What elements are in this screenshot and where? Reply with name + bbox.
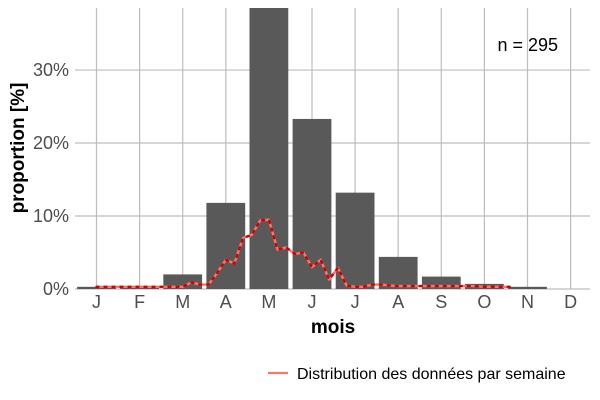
bar [292, 118, 332, 289]
y-tick-label: 10% [33, 206, 69, 226]
bar [335, 192, 375, 289]
x-tick-label: M [175, 292, 190, 312]
x-tick-label: J [92, 292, 101, 312]
bar [249, 8, 289, 289]
x-tick-label: A [220, 292, 232, 312]
y-axis: 0% 10% 20% 30% [33, 60, 69, 299]
weekly-line-series [95, 218, 512, 288]
x-tick-label: N [521, 292, 534, 312]
x-tick-label: J [308, 292, 317, 312]
x-tick-label: F [134, 292, 145, 312]
weekly-points [95, 218, 512, 288]
x-tick-label: D [564, 292, 577, 312]
bar [378, 256, 418, 289]
x-tick-label: A [392, 292, 404, 312]
bar [508, 286, 547, 289]
bar [206, 202, 246, 289]
x-tick-label: O [477, 292, 491, 312]
x-tick-label: J [351, 292, 360, 312]
legend: Distribution des données par semaine [268, 366, 566, 383]
y-axis-title: proportion [%] [8, 83, 29, 214]
bars [77, 8, 547, 289]
x-tick-label: M [261, 292, 276, 312]
y-tick-label: 20% [33, 133, 69, 153]
y-tick-label: 0% [43, 279, 69, 299]
y-tick-label: 30% [33, 60, 69, 80]
x-axis-title: mois [311, 317, 355, 338]
x-tick-label: S [435, 292, 447, 312]
n-annotation: n = 295 [497, 35, 558, 55]
legend-label: Distribution des données par semaine [297, 366, 566, 383]
bar [163, 274, 203, 289]
